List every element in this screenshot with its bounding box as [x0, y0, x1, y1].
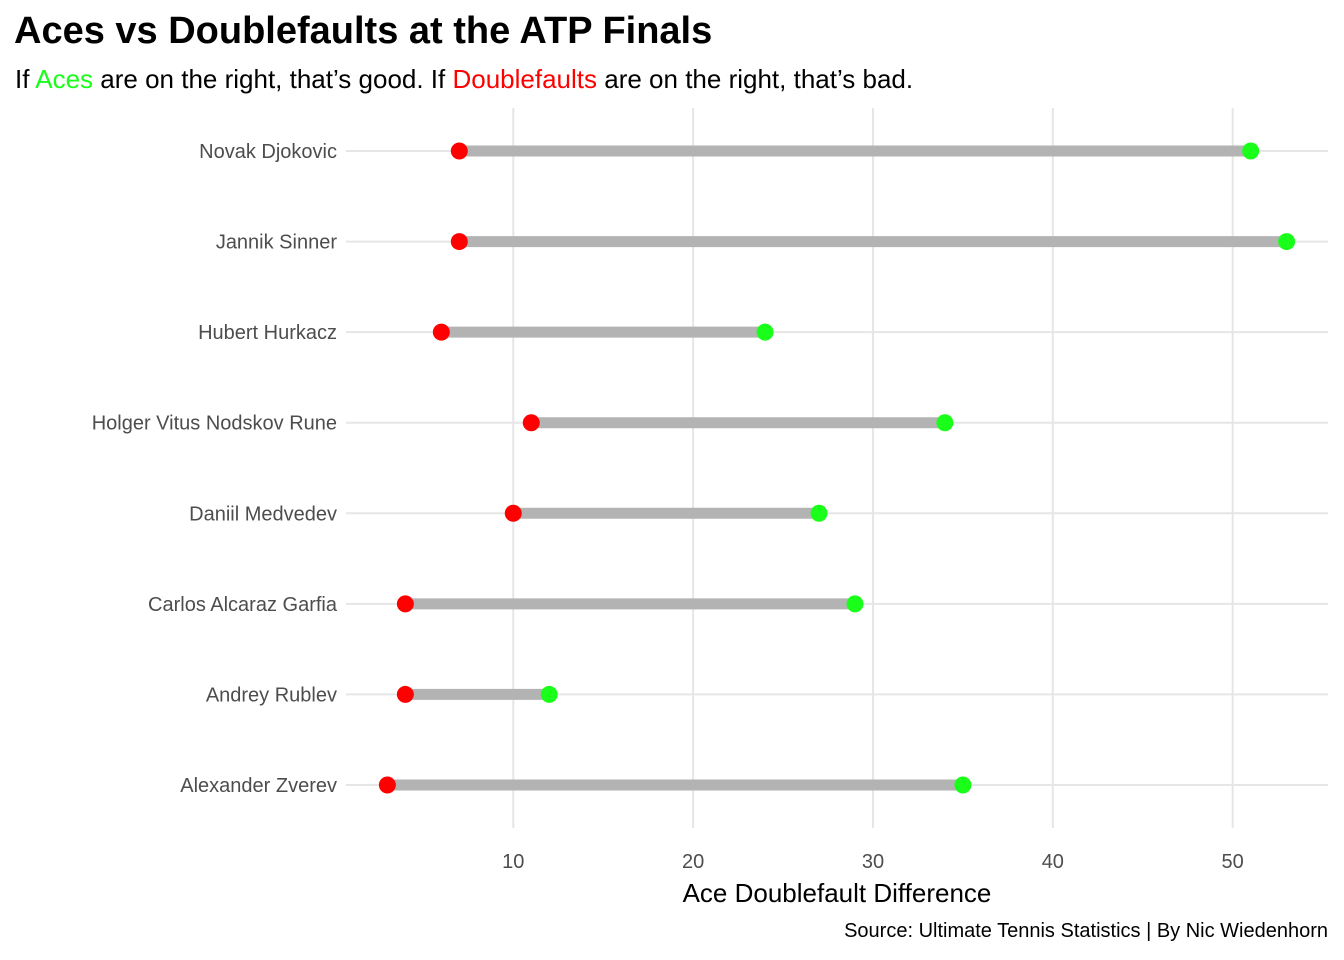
x-tick-label: 30 — [862, 851, 884, 873]
y-tick-label: Alexander Zverev — [180, 775, 337, 797]
doublefault-point — [450, 142, 468, 160]
y-tick-label: Andrey Rublev — [206, 684, 337, 706]
y-tick-label: Daniil Medvedev — [189, 503, 337, 525]
x-tick-label: 10 — [502, 851, 524, 873]
y-tick-label: Novak Djokovic — [199, 141, 337, 163]
x-tick-label: 20 — [682, 851, 704, 873]
ace-point — [756, 323, 774, 341]
y-tick-label: Jannik Sinner — [216, 232, 338, 254]
subtitle-text-1: If — [15, 64, 36, 94]
ace-point — [810, 504, 828, 522]
x-tick-label: 40 — [1042, 851, 1064, 873]
subtitle-doublefaults-word: Doublefaults — [452, 64, 598, 94]
doublefault-point — [450, 233, 468, 251]
ace-point — [954, 776, 972, 794]
y-tick-label: Carlos Alcaraz Garfia — [148, 594, 338, 616]
ace-point — [936, 414, 954, 432]
doublefault-point — [378, 776, 396, 794]
y-tick-label: Hubert Hurkacz — [198, 322, 337, 344]
doublefault-point — [504, 504, 522, 522]
doublefault-point — [396, 595, 414, 613]
doublefault-point — [396, 685, 414, 703]
chart-title: Aces vs Doublefaults at the ATP Finals — [14, 10, 713, 52]
x-axis-title: Ace Doublefault Difference — [683, 878, 992, 908]
subtitle-text-3: are on the right, that’s bad. — [597, 64, 914, 94]
doublefault-point — [522, 414, 540, 432]
doublefault-point — [432, 323, 450, 341]
subtitle-aces-word: Aces — [35, 64, 94, 94]
y-tick-label: Holger Vitus Nodskov Rune — [92, 413, 337, 435]
ace-point — [540, 685, 558, 703]
ace-point — [1242, 142, 1260, 160]
subtitle-text-2: are on the right, that’s good. If — [93, 64, 453, 94]
chart-subtitle: If Aces are on the right, that’s good. I… — [15, 64, 913, 95]
chart-caption: Source: Ultimate Tennis Statistics | By … — [844, 920, 1328, 942]
x-tick-label: 50 — [1222, 851, 1244, 873]
ace-point — [1278, 233, 1296, 251]
ace-point — [846, 595, 864, 613]
